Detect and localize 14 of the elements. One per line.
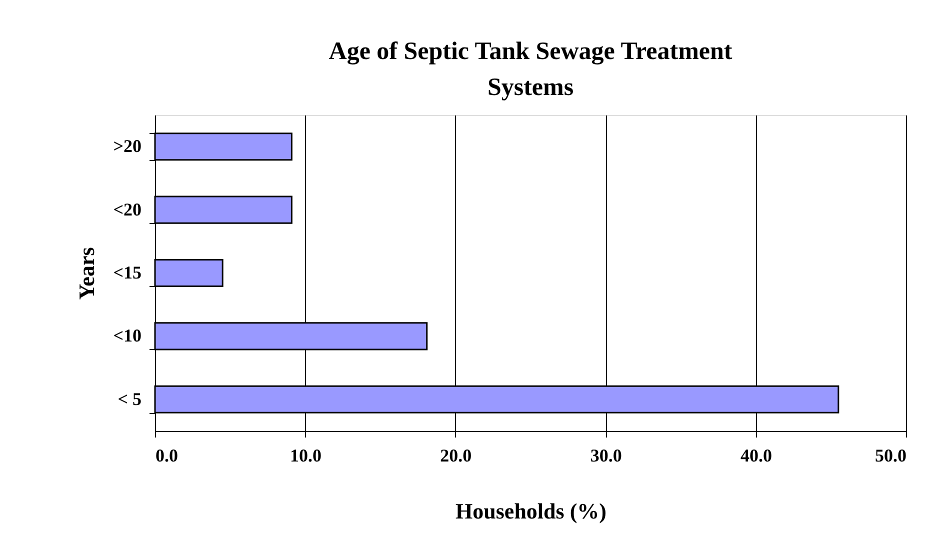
x-tick-label: 0.0 xyxy=(156,446,178,466)
x-tick-label: 30.0 xyxy=(590,446,622,466)
x-tick-label: 50.0 xyxy=(875,446,906,466)
y-tick-label: <20 xyxy=(113,199,142,220)
y-tick-label: <10 xyxy=(113,326,142,346)
x-tick-label: 10.0 xyxy=(290,446,322,466)
y-tick-label: <15 xyxy=(113,262,142,282)
chart-title: Age of Septic Tank Sewage Treatment Systems xyxy=(328,38,733,101)
y-tick-label: < 5 xyxy=(118,388,142,409)
y-tick-label: >20 xyxy=(113,136,142,156)
x-tick-label: 40.0 xyxy=(740,446,772,466)
x-axis-title: Households (%) xyxy=(456,498,606,524)
y-axis-title: Years xyxy=(74,246,100,300)
x-tick-label: 20.0 xyxy=(440,446,472,466)
